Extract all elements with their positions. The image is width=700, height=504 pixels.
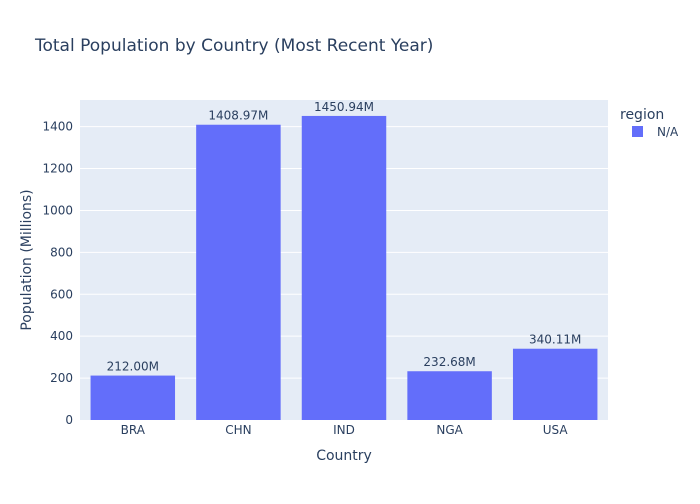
y-tick-label: 800 — [50, 245, 73, 259]
bars — [90, 115, 598, 421]
bar-ind[interactable] — [301, 115, 387, 421]
x-axis-title: Country — [316, 448, 372, 464]
bar-value-labels: 212.00M 1408.97M 1450.94M 232.68M 340.11M — [107, 100, 582, 374]
y-tick-label: 1400 — [42, 120, 73, 134]
x-tick-label: USA — [543, 423, 569, 437]
x-tick-label: CHN — [225, 423, 251, 437]
bar-value-label-bra: 212.00M — [107, 360, 159, 374]
bar-value-label-ind: 1450.94M — [314, 100, 374, 114]
bar-value-label-chn: 1408.97M — [208, 109, 268, 123]
y-tick-label: 200 — [50, 371, 73, 385]
y-tick-label: 1200 — [42, 162, 73, 176]
bar-bra[interactable] — [90, 375, 176, 420]
bar-usa[interactable] — [512, 348, 598, 420]
y-tick-label: 0 — [65, 413, 73, 427]
y-axis-title: Population (Millions) — [19, 189, 35, 330]
x-axis-ticks: BRA CHN IND NGA USA — [121, 423, 569, 437]
bar-chn[interactable] — [196, 124, 281, 421]
legend-title: region — [620, 107, 664, 123]
bar-nga[interactable] — [407, 371, 492, 420]
bar-value-label-nga: 232.68M — [423, 355, 475, 369]
x-tick-label: BRA — [121, 423, 146, 437]
chart-title: Total Population by Country (Most Recent… — [34, 36, 433, 56]
legend: region N/A — [620, 107, 679, 139]
y-tick-label: 600 — [50, 287, 73, 301]
legend-label-n-a[interactable]: N/A — [657, 125, 679, 139]
bar-value-label-usa: 340.11M — [529, 333, 581, 347]
y-tick-label: 1000 — [42, 203, 73, 217]
y-tick-label: 400 — [50, 329, 73, 343]
legend-swatch-n-a[interactable] — [632, 126, 643, 137]
x-tick-label: NGA — [436, 423, 463, 437]
x-tick-label: IND — [333, 423, 355, 437]
y-axis-ticks: 0 200 400 600 800 1000 1200 1400 — [42, 120, 73, 427]
